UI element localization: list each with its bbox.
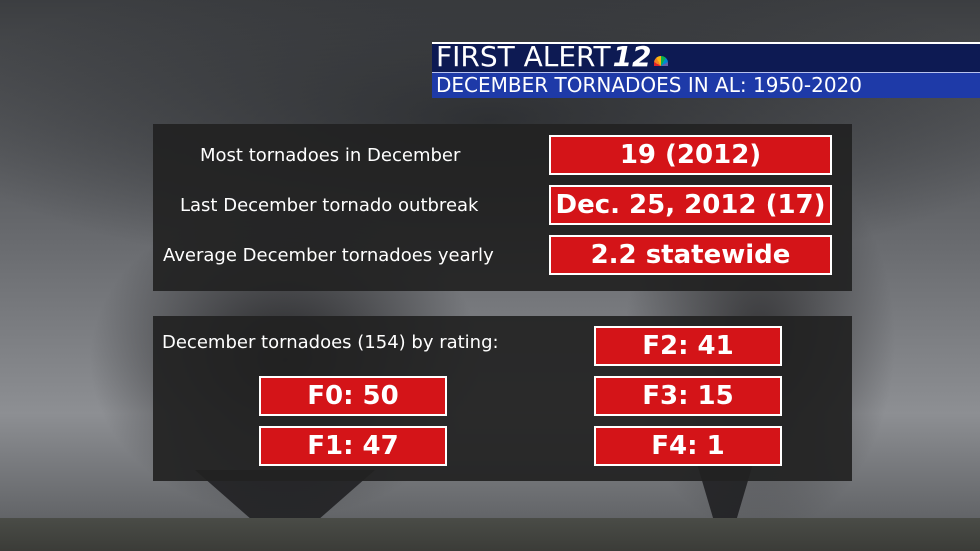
rating-f3: F3: 15	[594, 376, 782, 416]
peacock-icon	[653, 56, 668, 66]
brand-number: 12	[612, 40, 652, 73]
graphic-title: DECEMBER TORNADOES IN AL: 1950-2020	[432, 72, 980, 98]
stat-value-average: 2.2 statewide	[549, 235, 832, 275]
stat-label-most: Most tornadoes in December	[200, 145, 461, 166]
stat-value-last-outbreak: Dec. 25, 2012 (17)	[549, 185, 832, 225]
ratings-heading: December tornadoes (154) by rating:	[162, 332, 499, 353]
ground-strip	[0, 518, 980, 551]
stat-label-last-outbreak: Last December tornado outbreak	[180, 195, 479, 216]
brand-word: FIRST ALERT	[436, 40, 611, 73]
header-brand-bar	[432, 42, 980, 72]
stat-label-average: Average December tornadoes yearly	[163, 245, 494, 266]
rating-f0: F0: 50	[259, 376, 447, 416]
rating-f1: F1: 47	[259, 426, 447, 466]
rating-f4: F4: 1	[594, 426, 782, 466]
stat-value-most: 19 (2012)	[549, 135, 832, 175]
brand-logo: FIRST ALERT12	[436, 41, 668, 73]
rating-f2: F2: 41	[594, 326, 782, 366]
